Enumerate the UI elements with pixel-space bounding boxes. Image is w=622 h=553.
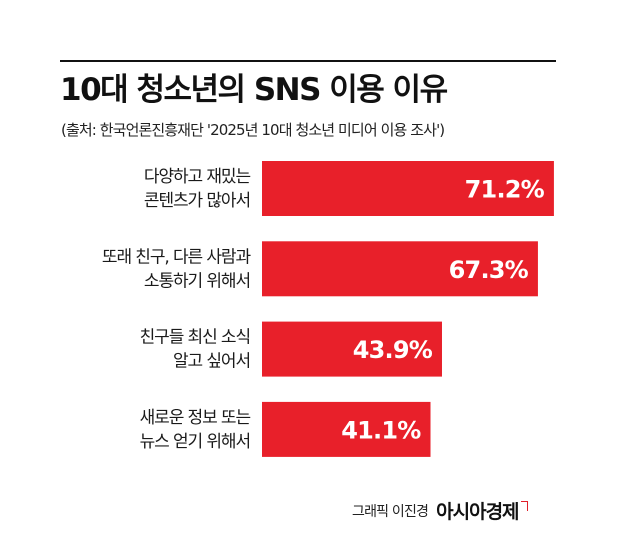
category-label-2-line-2: 소통하기 위해서 (144, 271, 250, 291)
bar-value-label-4: 41.1% (341, 416, 421, 444)
publisher-logo: 아시아경제 (436, 497, 528, 524)
source-note: (출처: 한국언론진흥재단 '2025년 10대 청소년 미디어 이용 조사') (61, 121, 445, 139)
top-rule (60, 60, 556, 62)
bar-value-label-1: 71.2% (465, 176, 545, 204)
publisher-logo-text: 아시아경제 (436, 501, 519, 523)
category-label-1-line-2: 콘텐츠가 많아서 (144, 191, 250, 211)
bar-value-label-3: 43.9% (353, 336, 433, 364)
chart-title: 10대 청소년의 SNS 이용 이유 (60, 72, 448, 108)
category-label-4-line-2: 뉴스 얻기 위해서 (140, 432, 250, 452)
bar-4 (262, 401, 431, 457)
bar-value-label-2: 67.3% (449, 256, 529, 284)
category-label-3-line-2: 알고 싶어서 (173, 352, 250, 372)
category-label-2-line-1: 또래 친구, 다른 사람과 (102, 247, 252, 267)
bar-1 (262, 161, 554, 216)
bar-3 (262, 321, 442, 377)
logo-mark-icon (520, 501, 528, 511)
category-label-1-line-1: 다양하고 재밌는 (144, 167, 251, 187)
bar-2 (262, 241, 538, 297)
graphic-credit: 그래픽 이진경 (352, 503, 429, 520)
credit: 그래픽 이진경 아시아경제 (352, 497, 528, 524)
category-label-3-line-1: 친구들 최신 소식 (140, 328, 250, 348)
category-label-4-line-1: 새로운 정보 또는 (140, 408, 251, 428)
